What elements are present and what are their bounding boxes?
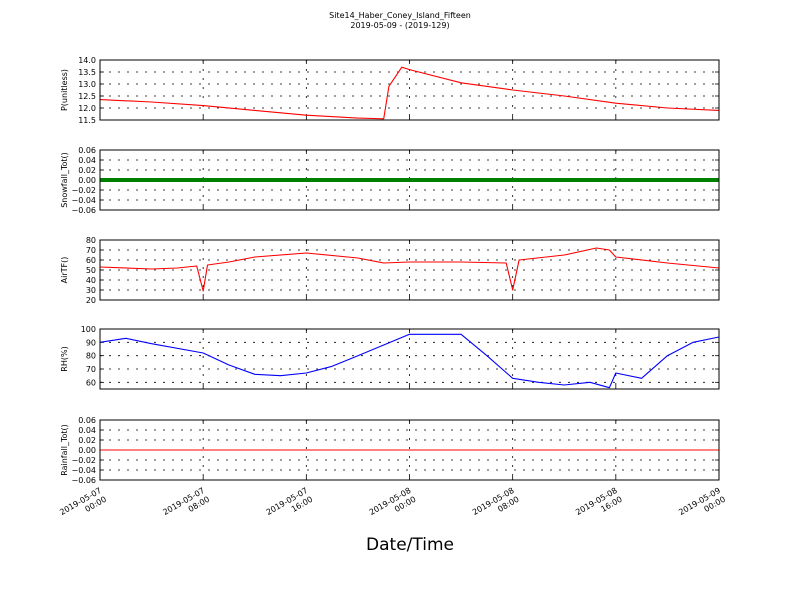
x-tick-label: 2019-05-0800:00 xyxy=(368,486,418,526)
y-tick-label: 11.5 xyxy=(78,116,96,125)
y-tick-label: 60 xyxy=(86,256,96,265)
plot-frame xyxy=(99,419,720,481)
y-tick-label: 60 xyxy=(86,378,96,387)
y-tick-label: 12.5 xyxy=(78,92,96,101)
plot-frame xyxy=(99,149,720,211)
y-tick-label: −0.04 xyxy=(71,466,96,475)
y-tick-label: 0.06 xyxy=(78,416,96,425)
y-axis-label: RH(%) xyxy=(60,346,69,371)
y-axis-label: Snowfall_Tot() xyxy=(60,152,69,208)
y-tick-label: −0.02 xyxy=(71,186,96,195)
x-tick-label: 2019-05-0716:00 xyxy=(265,486,315,526)
y-tick-label: 12.0 xyxy=(78,104,96,113)
series-line-3 xyxy=(99,333,720,389)
series-line-0 xyxy=(99,66,720,120)
x-tick-label: 2019-05-0816:00 xyxy=(574,486,624,526)
figure-title: Site14_Haber_Coney_Island_Fifteen xyxy=(329,11,471,20)
y-tick-label: 0.00 xyxy=(78,176,96,185)
y-tick-label: 13.0 xyxy=(78,80,96,89)
y-tick-label: 100 xyxy=(81,325,96,334)
y-axis-label: Rainfall_Tot() xyxy=(60,424,69,476)
y-axis-label: P(unitless) xyxy=(60,69,69,111)
series-line-2 xyxy=(99,247,720,292)
y-tick-label: 70 xyxy=(86,365,96,374)
x-tick-label: 2019-05-0700:00 xyxy=(58,486,108,526)
y-axis-label: AirTF() xyxy=(60,257,69,284)
y-tick-label: −0.06 xyxy=(71,476,96,485)
x-tick-label: 2019-05-0808:00 xyxy=(471,486,521,526)
y-tick-label: 0.06 xyxy=(78,146,96,155)
figure-subtitle: 2019-05-09 - (2019-129) xyxy=(350,21,450,30)
x-tick-label: 2019-05-0900:00 xyxy=(677,486,727,526)
y-tick-label: 90 xyxy=(86,338,96,347)
y-tick-label: 80 xyxy=(86,236,96,245)
x-tick-label: 2019-05-0708:00 xyxy=(161,486,211,526)
x-axis-title: Date/Time xyxy=(366,535,454,555)
y-tick-label: 0.04 xyxy=(78,426,96,435)
y-tick-label: −0.02 xyxy=(71,456,96,465)
y-tick-label: −0.04 xyxy=(71,196,96,205)
y-tick-label: 70 xyxy=(86,246,96,255)
y-tick-label: 13.5 xyxy=(78,68,96,77)
plot-frame xyxy=(99,239,720,301)
y-tick-label: 0.04 xyxy=(78,156,96,165)
y-tick-label: 0.00 xyxy=(78,446,96,455)
y-tick-label: 0.02 xyxy=(78,166,96,175)
plot-frame xyxy=(99,328,720,390)
y-tick-label: 0.02 xyxy=(78,436,96,445)
y-tick-label: 30 xyxy=(86,286,96,295)
y-tick-label: 40 xyxy=(86,276,96,285)
y-tick-label: 20 xyxy=(86,296,96,305)
y-tick-label: 80 xyxy=(86,352,96,361)
y-tick-label: 50 xyxy=(86,266,96,275)
y-tick-label: −0.06 xyxy=(71,206,96,215)
plot-frame xyxy=(99,59,720,121)
y-tick-label: 14.0 xyxy=(78,56,96,65)
